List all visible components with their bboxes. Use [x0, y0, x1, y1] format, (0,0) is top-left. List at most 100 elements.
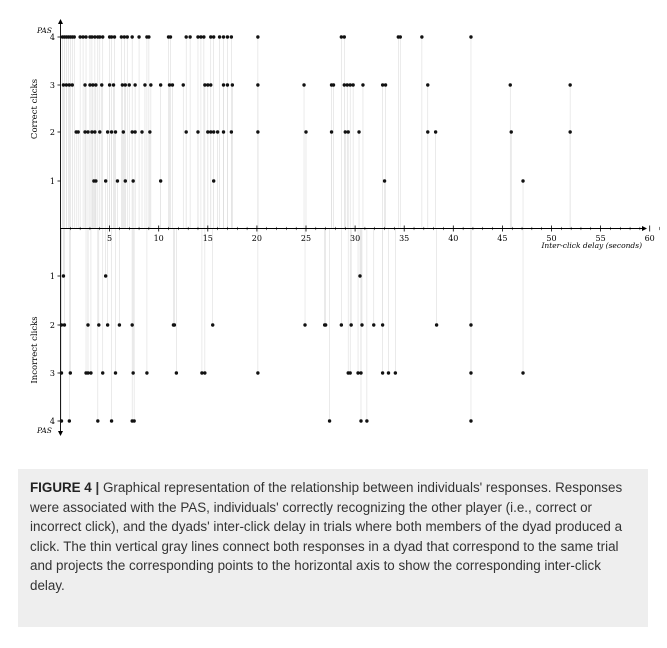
data-point: [360, 323, 364, 327]
y-tick-label: 1: [50, 272, 55, 281]
data-point: [94, 83, 98, 87]
data-point: [351, 83, 355, 87]
data-point: [196, 35, 200, 39]
x-tick-label: 60: [645, 234, 655, 243]
data-point: [84, 35, 88, 39]
data-point: [359, 371, 363, 375]
data-point: [91, 83, 95, 87]
data-point: [96, 419, 100, 423]
data-point: [188, 35, 192, 39]
data-point: [229, 35, 234, 39]
data-point: [303, 323, 307, 327]
data-point: [145, 371, 149, 375]
x-tick-label: 45: [497, 234, 507, 243]
data-point: [111, 83, 116, 87]
data-point: [105, 323, 110, 327]
data-point: [426, 130, 430, 134]
data-point: [130, 323, 134, 327]
caption-label: FIGURE 4: [30, 480, 92, 495]
x-tick-label: 20: [252, 234, 262, 243]
data-point: [383, 83, 388, 87]
x-axis-arrow-icon: [642, 226, 647, 231]
data-point: [167, 83, 172, 87]
data-point: [115, 179, 120, 183]
pas-top-label: PAS: [36, 26, 52, 35]
data-point: [172, 323, 177, 327]
data-point: [211, 130, 216, 134]
data-point: [339, 35, 344, 39]
data-point: [357, 130, 361, 134]
data-point: [59, 419, 64, 423]
data-points: [59, 35, 572, 423]
data-point: [469, 419, 473, 423]
y-tick-label: 2: [50, 321, 55, 330]
data-point: [133, 130, 137, 134]
data-point: [122, 35, 127, 39]
data-point: [62, 323, 67, 327]
data-point: [90, 35, 94, 39]
data-point: [398, 35, 402, 39]
data-point: [121, 130, 126, 134]
data-point: [348, 83, 352, 87]
data-point: [86, 130, 90, 134]
data-point: [67, 83, 72, 87]
data-point: [200, 371, 204, 375]
data-point: [59, 323, 64, 327]
x-tick-label: 30: [350, 234, 360, 243]
data-point: [93, 35, 97, 39]
data-point: [86, 323, 90, 327]
data-point: [359, 419, 363, 423]
data-point: [329, 130, 334, 134]
y-ticks: 4 3 2 1 1 2 3 4: [50, 33, 61, 426]
data-point: [181, 83, 185, 87]
data-point: [256, 130, 260, 134]
data-point: [72, 35, 76, 39]
data-point: [221, 83, 226, 87]
data-point: [199, 35, 203, 39]
data-point: [331, 83, 336, 87]
data-point: [469, 323, 473, 327]
data-point: [67, 419, 72, 423]
data-point: [393, 371, 398, 375]
data-point: [103, 179, 108, 183]
data-point: [103, 274, 108, 278]
data-point: [147, 35, 151, 39]
data-point: [345, 83, 349, 87]
data-point: [225, 83, 230, 87]
y-tick-label: 3: [50, 369, 55, 378]
data-point: [184, 130, 188, 134]
data-point: [132, 419, 136, 423]
data-point: [211, 323, 215, 327]
data-point: [356, 371, 360, 375]
data-point: [420, 35, 424, 39]
data-point: [339, 323, 344, 327]
data-point: [221, 35, 226, 39]
data-point: [203, 371, 207, 375]
data-point: [380, 323, 385, 327]
data-point: [382, 179, 387, 183]
incorrect-clicks-label: Incorrect clicks: [30, 316, 40, 383]
data-point: [229, 130, 234, 134]
data-point: [149, 83, 153, 87]
data-point: [342, 83, 346, 87]
data-point: [127, 83, 131, 87]
data-point: [131, 371, 135, 375]
data-point: [130, 35, 134, 39]
data-point: [86, 371, 90, 375]
scatter-chart: 4 3 2 1 1 2 3 4 5 10 15 20 25 30 35 40 45 50 55 60 PAS PAS…: [30, 19, 660, 436]
data-point: [426, 83, 430, 87]
data-point: [206, 130, 210, 134]
correct-clicks-label: Correct clicks: [30, 79, 40, 139]
data-point: [61, 83, 66, 87]
data-point: [202, 35, 206, 39]
data-point: [327, 419, 332, 423]
data-point: [101, 35, 105, 39]
data-point: [348, 371, 352, 375]
data-point: [217, 35, 222, 39]
data-point: [225, 35, 230, 39]
x-tick-label: 15: [203, 234, 213, 243]
data-point: [89, 371, 93, 375]
data-point: [174, 371, 179, 375]
y-tick-label: 2: [50, 128, 55, 137]
data-point: [68, 371, 73, 375]
